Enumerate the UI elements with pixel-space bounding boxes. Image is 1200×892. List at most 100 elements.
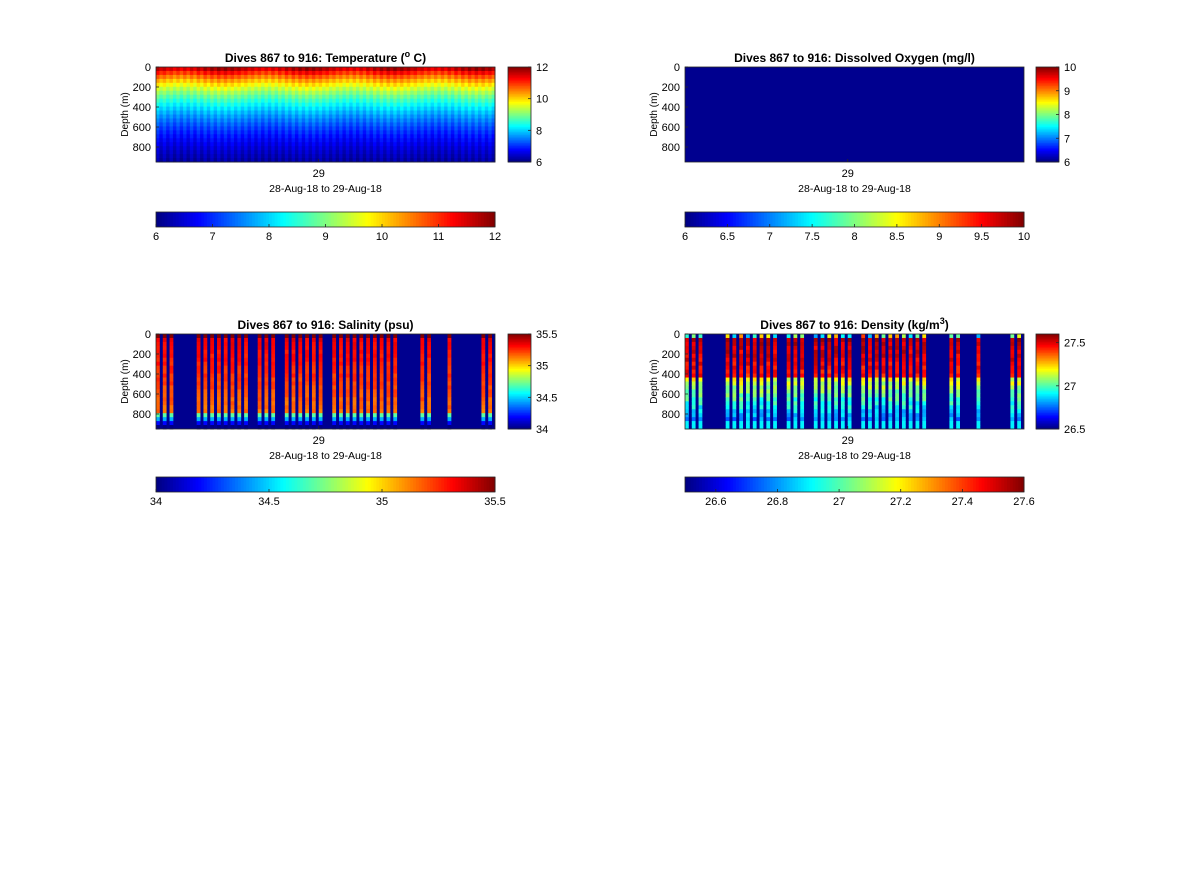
heatmap-cell	[179, 122, 184, 127]
heatmap-cell	[369, 98, 374, 104]
heatmap-cell	[345, 409, 350, 414]
heatmap-cell	[196, 122, 201, 127]
colorbar-cell	[888, 212, 892, 227]
heatmap-cell	[291, 90, 296, 96]
heatmap-cell	[352, 134, 357, 139]
heatmap-cell	[396, 98, 401, 104]
heatmap-cell	[159, 94, 164, 100]
heatmap-cell	[311, 369, 316, 374]
heatmap-cell	[820, 405, 825, 410]
heatmap-cell	[244, 425, 248, 430]
heatmap-cell	[274, 138, 279, 143]
heatmap-cell	[420, 401, 425, 406]
heatmap-cell	[895, 381, 899, 386]
heatmap-cell	[454, 82, 459, 88]
heatmap-cell	[396, 102, 401, 107]
colorbar-cell	[1036, 416, 1059, 419]
heatmap-cell	[481, 334, 486, 339]
heatmap-cell	[481, 94, 486, 100]
heatmap-cell	[484, 134, 489, 139]
colorbar-cell	[508, 146, 531, 149]
heatmap-cell	[189, 138, 194, 143]
heatmap-cell	[393, 381, 398, 386]
heatmap-cell	[400, 158, 404, 163]
heatmap-cell	[193, 130, 198, 135]
heatmap-cell	[386, 142, 391, 147]
heatmap-cell	[813, 413, 818, 418]
heatmap-cell	[298, 413, 303, 418]
colorbar-cell	[508, 74, 531, 77]
heatmap-cell	[840, 353, 845, 359]
heatmap-cell	[427, 345, 431, 351]
heatmap-cell	[372, 90, 377, 96]
heatmap-cell	[386, 94, 391, 100]
heatmap-cell	[359, 122, 364, 127]
heatmap-cell	[396, 106, 401, 111]
heatmap-cell	[206, 78, 211, 84]
colorbar-cell	[826, 477, 830, 492]
colorbar-cell	[1036, 109, 1059, 112]
heatmap-cell	[773, 421, 777, 426]
heatmap-cell	[220, 70, 225, 76]
heatmap-cell	[210, 369, 215, 374]
heatmap-cell	[386, 361, 391, 367]
colorbar-cell	[438, 477, 442, 492]
heatmap-cell	[257, 401, 262, 406]
heatmap-cell	[305, 114, 309, 119]
heatmap-cell	[949, 353, 954, 359]
colorbar-cell	[781, 212, 785, 227]
heatmap-cell	[1010, 369, 1015, 374]
heatmap-cell	[403, 70, 408, 76]
heatmap-cell	[773, 385, 777, 390]
heatmap-cell	[169, 122, 174, 127]
heatmap-cell	[800, 381, 805, 386]
heatmap-cell	[223, 373, 228, 378]
heatmap-cell	[488, 146, 493, 151]
heatmap-cell	[427, 334, 431, 339]
heatmap-cell	[352, 74, 357, 80]
colorbar-cell	[254, 477, 259, 492]
heatmap-cell	[315, 98, 320, 104]
heatmap-cell	[752, 361, 757, 367]
heatmap-cell	[227, 158, 231, 163]
heatmap-cell	[308, 154, 313, 159]
heatmap-cell	[417, 102, 421, 107]
plot-area	[685, 67, 1024, 162]
colorbar-cell	[930, 212, 935, 227]
heatmap-cell	[210, 98, 215, 104]
heatmap-cell	[305, 349, 309, 355]
heatmap-cell	[840, 393, 845, 398]
colorbar-cell	[449, 477, 454, 492]
heatmap-cell	[169, 341, 174, 347]
heatmap-cell	[166, 154, 170, 159]
colorbar-cell	[463, 477, 468, 492]
heatmap-cell	[813, 393, 818, 398]
colorbar-cell	[475, 212, 479, 227]
heatmap-cell	[223, 126, 228, 131]
heatmap-cell	[386, 425, 391, 430]
heatmap-cell	[834, 334, 838, 339]
heatmap-cell	[301, 90, 306, 96]
colorbar-cell	[441, 212, 445, 227]
colorbar-right-label: 6	[536, 157, 542, 169]
heatmap-cell	[847, 401, 852, 406]
heatmap-cell	[366, 126, 370, 131]
heatmap-cell	[227, 67, 231, 72]
heatmap-cell	[257, 98, 262, 104]
colorbar-cell	[1036, 402, 1059, 405]
heatmap-cell	[685, 421, 689, 426]
heatmap-cell	[315, 142, 320, 147]
heatmap-cell	[362, 138, 367, 143]
heatmap-cell	[172, 122, 177, 127]
heatmap-cell	[244, 134, 248, 139]
heatmap-cell	[834, 393, 838, 398]
heatmap-cell	[281, 98, 286, 104]
heatmap-cell	[305, 67, 309, 72]
heatmap-cell	[406, 118, 411, 123]
heatmap-cell	[376, 74, 381, 80]
heatmap-cell	[257, 70, 262, 76]
colorbar-cell	[508, 90, 531, 93]
heatmap-cell	[922, 373, 927, 378]
heatmap-cell	[800, 377, 805, 382]
heatmap-cell	[169, 401, 174, 406]
